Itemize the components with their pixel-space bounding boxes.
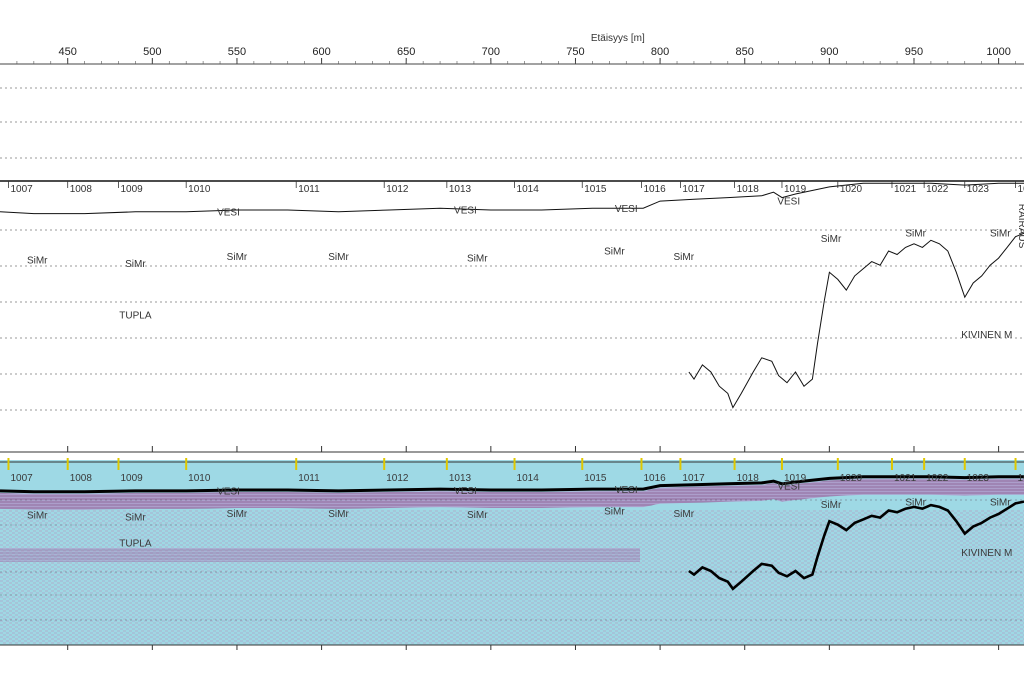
fix-point-label: 1023 [967, 184, 990, 195]
annotation-label: SiMr [227, 252, 248, 263]
lower-panel-header [0, 452, 1024, 460]
fix-point-label-lower: 1012 [386, 473, 409, 484]
annotation-label-lower: VESI [217, 487, 240, 498]
annotation-label: SiMr [821, 234, 842, 245]
fix-point-label: 1007 [10, 184, 33, 195]
seabed-line [0, 182, 1024, 215]
x-tick-label: 600 [312, 46, 330, 58]
annotation-label: SiMr [990, 229, 1011, 240]
x-tick-label: 450 [59, 46, 77, 58]
fix-point-label: 1009 [120, 184, 143, 195]
annotation-label-lower: TUPLA [119, 538, 152, 549]
annotation-label-lower: VESI [454, 486, 477, 497]
annotation-label-lower: SiMr [227, 509, 248, 520]
annotation-label: SiMr [905, 229, 926, 240]
annotation-label: RAIRAUS [1016, 204, 1024, 249]
fix-point-label-lower: 1021 [894, 473, 917, 484]
fix-point-label: 1019 [784, 184, 807, 195]
x-axis-label: Etäisyys [m] [591, 33, 645, 44]
fix-point-label-lower: 1013 [449, 473, 472, 484]
annotation-label-lower: VESI [615, 485, 638, 496]
annotation-label: TUPLA [119, 311, 152, 322]
annotation-label-lower: SiMr [905, 497, 926, 508]
fix-point-label-lower: 1009 [120, 473, 143, 484]
annotation-label: SiMr [125, 259, 146, 270]
annotation-label: VESI [217, 207, 240, 218]
fix-point-label-lower: 1011 [298, 473, 320, 484]
fix-point-label: 102 [1018, 184, 1024, 195]
fix-point-label: 1008 [70, 184, 93, 195]
annotation-label: SiMr [27, 255, 48, 266]
fix-point-label-lower: 1022 [926, 473, 949, 484]
multiple-reflection-band [0, 548, 640, 562]
fix-point-label-lower: 1015 [584, 473, 607, 484]
x-tick-label: 800 [651, 46, 669, 58]
x-tick-label: 850 [736, 46, 754, 58]
fix-point-label-lower: 102 [1018, 473, 1024, 484]
annotation-label: KIVINEN M [961, 330, 1012, 341]
fix-point-label-lower: 1017 [682, 473, 705, 484]
fix-point-label: 1014 [517, 184, 540, 195]
annotation-label: VESI [454, 206, 477, 217]
x-tick-label: 900 [820, 46, 838, 58]
fix-point-label: 1018 [737, 184, 760, 195]
fix-point-label: 1022 [926, 184, 949, 195]
fix-point-label: 1010 [188, 184, 211, 195]
annotation-label: VESI [615, 204, 638, 215]
fix-point-label-lower: 1010 [188, 473, 211, 484]
bedrock-line [688, 232, 1024, 409]
fix-point-label: 1021 [894, 184, 917, 195]
annotation-label-lower: KIVINEN M [961, 548, 1012, 559]
x-tick-label: 950 [905, 46, 923, 58]
annotation-label-lower: SiMr [328, 509, 349, 520]
annotation-label: SiMr [674, 252, 695, 263]
bedrock-line-lower [688, 500, 1024, 591]
grid-layer [0, 58, 1024, 650]
fix-point-label-lower: 1023 [967, 473, 990, 484]
fix-point-label: 1013 [449, 184, 472, 195]
x-tick-label: 550 [228, 46, 246, 58]
panels-layer [0, 63, 1024, 646]
fix-point-label-lower: 1018 [737, 473, 760, 484]
fix-point-label: 1020 [840, 184, 863, 195]
fix-point-label-lower: 1020 [840, 473, 863, 484]
x-tick-label: 1000 [986, 46, 1010, 58]
fix-point-label: 1015 [584, 184, 607, 195]
annotation-label-lower: VESI [777, 481, 800, 492]
annotation-label-lower: SiMr [674, 509, 695, 520]
x-tick-label: 500 [143, 46, 161, 58]
fix-point-label: 1016 [643, 184, 666, 195]
annotation-label-lower: SiMr [27, 511, 48, 522]
series-layer [0, 182, 1024, 591]
fix-point-label: 1011 [298, 184, 320, 195]
annotation-label-lower: SiMr [125, 512, 146, 523]
seabed-reflection-band [0, 478, 1024, 510]
seabed-line-lower [0, 475, 1024, 494]
fix-point-label-lower: 1019 [784, 473, 807, 484]
fix-point-label-lower: 1014 [517, 473, 540, 484]
x-tick-label: 700 [482, 46, 500, 58]
annotation-label-lower: SiMr [604, 506, 625, 517]
fix-point-label: 1012 [386, 184, 409, 195]
annotation-label: SiMr [604, 247, 625, 258]
annotation-label: SiMr [328, 252, 349, 263]
fix-point-label-lower: 1016 [643, 473, 666, 484]
fix-point-label-lower: 1007 [10, 473, 33, 484]
fix-point-label-lower: 1008 [70, 473, 93, 484]
annotation-label: VESI [777, 197, 800, 208]
annotation-label-lower: SiMr [821, 500, 842, 511]
annotation-label-lower: SiMr [990, 497, 1011, 508]
x-tick-label: 650 [397, 46, 415, 58]
annotation-label: SiMr [467, 254, 488, 265]
text-layer: 450 500 550 600 650 700 750 800 850 900 950 1000 Etä… [10, 33, 1024, 559]
annotation-label-lower: SiMr [467, 510, 488, 521]
seismic-noise [0, 510, 1024, 645]
x-tick-label: 750 [566, 46, 584, 58]
fix-point-label: 1017 [682, 184, 705, 195]
